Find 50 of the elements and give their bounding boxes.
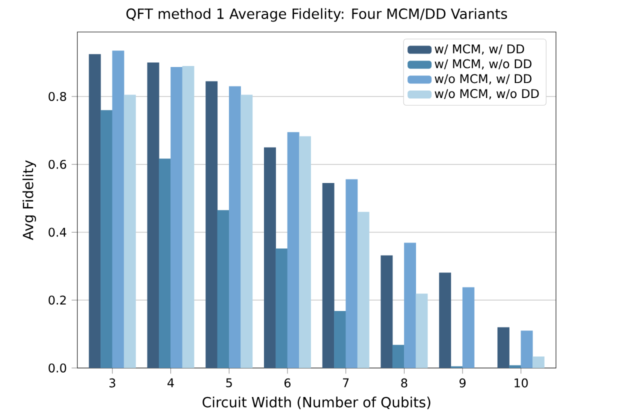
bar — [100, 110, 113, 368]
chart-title: QFT method 1 Average Fidelity: Four MCM/DD Variants — [126, 8, 508, 22]
legend-label: w/ MCM, w/o DD — [434, 59, 532, 70]
bar — [532, 356, 544, 368]
x-tick-label: 5 — [226, 378, 232, 388]
bar — [334, 310, 346, 368]
bar — [416, 294, 428, 368]
y-tick-label: 0.2 — [48, 296, 66, 305]
bar — [264, 147, 276, 368]
bar — [497, 327, 510, 368]
bar — [299, 136, 311, 368]
legend-label: w/o MCM, w/o DD — [434, 89, 539, 100]
x-tick-label: 8 — [401, 378, 408, 388]
x-tick-label: 4 — [168, 378, 174, 388]
bar — [217, 210, 230, 368]
bar — [439, 272, 452, 368]
y-tick-label: 0.0 — [48, 363, 66, 373]
y-tick-label: 0.8 — [48, 92, 66, 102]
x-tick-label: 9 — [460, 378, 466, 388]
bar — [287, 132, 300, 368]
legend-label: w/ MCM, w/ DD — [434, 44, 524, 55]
bar — [357, 212, 370, 368]
bar — [322, 183, 334, 368]
bar — [206, 81, 218, 368]
y-tick-label: 0.4 — [48, 228, 66, 237]
y-tick-label: 0.6 — [48, 160, 66, 169]
x-tick-label: 6 — [284, 378, 291, 388]
bar — [158, 158, 171, 368]
bar — [404, 242, 416, 368]
bar — [462, 287, 474, 368]
bar — [392, 344, 404, 368]
x-tick-label: 10 — [514, 378, 528, 388]
bar — [276, 248, 288, 368]
bar — [147, 62, 160, 368]
x-tick-label: 3 — [109, 378, 116, 388]
bar — [380, 255, 393, 368]
bar — [240, 94, 253, 368]
bar — [88, 54, 101, 368]
bar — [124, 94, 136, 368]
bar — [182, 66, 194, 368]
y-axis-title: Avg Fidelity — [22, 160, 36, 240]
x-tick-label: 7 — [343, 378, 349, 388]
bar — [170, 66, 183, 368]
bar — [346, 179, 358, 368]
bar — [112, 50, 124, 368]
x-axis-title: Circuit Width (Number of Qubits) — [202, 396, 430, 410]
legend-label: w/o MCM, w/ DD — [434, 74, 532, 84]
bar — [509, 365, 522, 368]
bar — [520, 330, 533, 368]
bar — [228, 86, 241, 368]
